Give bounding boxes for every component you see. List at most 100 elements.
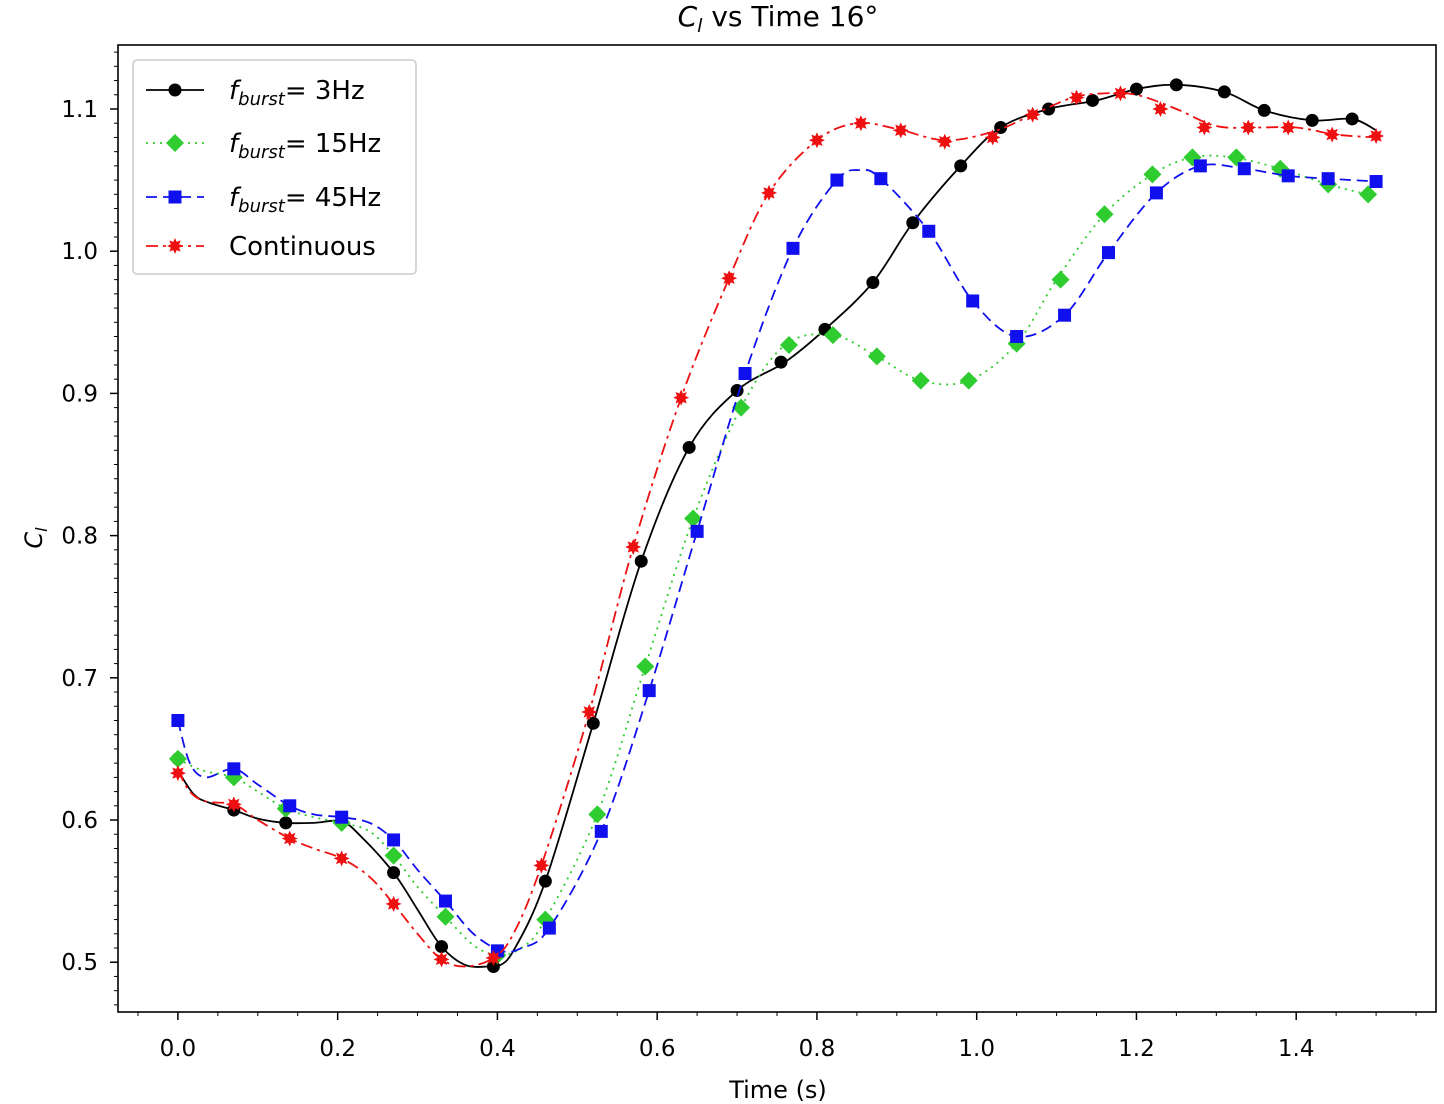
data-point bbox=[874, 172, 888, 186]
data-point bbox=[283, 799, 297, 813]
data-point bbox=[335, 810, 349, 824]
series-layer bbox=[168, 78, 1385, 973]
data-point bbox=[721, 270, 738, 287]
x-axis-label: Time (s) bbox=[728, 1076, 827, 1104]
data-point bbox=[485, 949, 502, 966]
y-tick-label: 0.9 bbox=[61, 381, 98, 407]
data-point bbox=[1101, 246, 1115, 260]
x-tick-label: 0.0 bbox=[160, 1036, 197, 1062]
legend-marker bbox=[168, 83, 182, 97]
legend-item: Continuous bbox=[146, 232, 376, 262]
x-tick-label: 0.6 bbox=[639, 1036, 676, 1062]
data-point bbox=[636, 657, 655, 676]
data-point bbox=[279, 816, 293, 830]
data-point bbox=[387, 833, 401, 847]
data-point bbox=[1324, 126, 1341, 143]
data-point bbox=[1345, 112, 1359, 126]
x-tick-label: 0.4 bbox=[479, 1036, 516, 1062]
data-point bbox=[1169, 78, 1183, 92]
legend-item: fburst= 15Hz bbox=[146, 129, 381, 163]
data-point bbox=[673, 389, 690, 406]
data-point bbox=[1024, 106, 1041, 123]
data-point bbox=[169, 765, 186, 782]
data-point bbox=[1305, 113, 1319, 127]
data-point bbox=[922, 224, 936, 238]
y-tick-label: 0.8 bbox=[61, 524, 98, 550]
y-tick-label: 0.5 bbox=[61, 950, 98, 976]
data-point bbox=[1086, 93, 1100, 107]
data-point bbox=[690, 524, 704, 538]
data-point bbox=[227, 762, 241, 776]
data-point bbox=[281, 830, 298, 847]
data-point bbox=[808, 132, 825, 149]
legend-label: fburst= 15Hz bbox=[229, 129, 381, 163]
series-1 bbox=[171, 78, 1377, 973]
y-tick-label: 0.7 bbox=[61, 666, 98, 692]
y-tick-label: 1.1 bbox=[61, 97, 98, 123]
data-point bbox=[1359, 185, 1378, 204]
legend-item: fburst= 3Hz bbox=[146, 76, 365, 110]
data-point bbox=[1143, 165, 1162, 184]
data-point bbox=[1217, 85, 1231, 99]
data-point bbox=[433, 951, 450, 968]
data-point bbox=[439, 894, 453, 908]
data-point bbox=[1257, 103, 1271, 117]
y-tick-label: 1.0 bbox=[61, 239, 98, 265]
series-3 bbox=[171, 159, 1383, 958]
data-point bbox=[786, 241, 800, 255]
data-point bbox=[642, 684, 656, 698]
data-point bbox=[1321, 172, 1335, 186]
data-point bbox=[538, 874, 552, 888]
data-point bbox=[586, 716, 600, 730]
legend-item: fburst= 45Hz bbox=[146, 183, 381, 217]
data-point bbox=[1196, 119, 1213, 136]
data-point bbox=[732, 398, 751, 417]
data-point bbox=[1152, 100, 1169, 117]
legend: fburst= 3Hz fburst= 15Hz fburst= 45Hz Conti… bbox=[132, 59, 417, 275]
data-point bbox=[1368, 128, 1385, 145]
data-point bbox=[906, 216, 920, 230]
data-point bbox=[682, 440, 696, 454]
data-point bbox=[1369, 175, 1383, 189]
data-point bbox=[171, 713, 185, 727]
legend-label: fburst= 45Hz bbox=[229, 183, 381, 217]
data-point bbox=[168, 749, 187, 768]
data-point bbox=[774, 355, 788, 369]
legend-label: fburst= 3Hz bbox=[229, 76, 365, 110]
data-point bbox=[867, 347, 886, 366]
data-point bbox=[1280, 119, 1297, 136]
data-point bbox=[435, 940, 449, 954]
data-point bbox=[625, 538, 642, 555]
data-point bbox=[1051, 270, 1070, 289]
data-point bbox=[984, 129, 1001, 146]
data-point bbox=[684, 509, 703, 528]
data-point bbox=[385, 895, 402, 912]
data-point bbox=[1237, 162, 1251, 176]
data-point bbox=[959, 371, 978, 390]
data-point bbox=[954, 159, 968, 173]
data-point bbox=[1058, 308, 1072, 322]
y-tick-label: 0.6 bbox=[61, 808, 98, 834]
data-point bbox=[542, 921, 556, 935]
legend-marker bbox=[167, 238, 183, 254]
data-point bbox=[436, 907, 455, 926]
data-point bbox=[588, 805, 607, 824]
data-point bbox=[779, 336, 798, 355]
x-tick-label: 1.0 bbox=[958, 1036, 995, 1062]
plot-area-frame bbox=[117, 44, 1437, 1013]
data-point bbox=[823, 326, 842, 345]
data-point bbox=[387, 866, 401, 880]
data-point bbox=[1149, 186, 1163, 200]
data-point bbox=[1129, 82, 1143, 96]
data-point bbox=[966, 294, 980, 308]
data-point bbox=[1112, 85, 1129, 102]
data-point bbox=[830, 173, 844, 187]
data-point bbox=[1193, 159, 1207, 173]
data-point bbox=[1281, 169, 1295, 183]
legend-marker bbox=[168, 190, 182, 204]
legend-box bbox=[132, 59, 417, 275]
data-point bbox=[1240, 119, 1257, 136]
y-axis-label: Cl bbox=[20, 527, 51, 549]
data-point bbox=[333, 850, 350, 867]
series-line bbox=[177, 92, 1377, 968]
